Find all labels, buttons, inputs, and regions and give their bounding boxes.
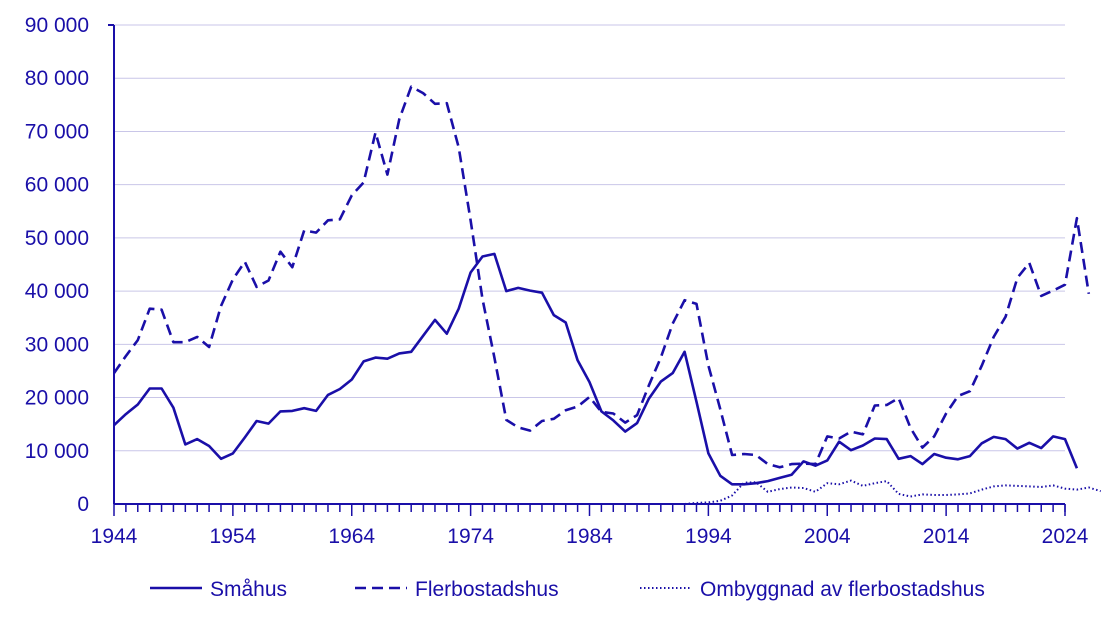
legend: Småhus Flerbostadshus Ombyggnad av flerbos… <box>150 578 985 601</box>
y-tick-label: 20 000 <box>25 387 89 410</box>
y-tick-label: 90 000 <box>25 14 89 37</box>
x-axis-tick-labels: 1944 1954 1964 1974 1984 1994 2004 2014 2024 <box>91 525 1089 548</box>
x-tick-label: 1974 <box>447 525 494 548</box>
series-lines <box>112 85 1101 505</box>
series-line-dotted <box>672 479 1101 505</box>
x-tick-label: 1994 <box>685 525 732 548</box>
y-tick-label: 50 000 <box>25 227 89 250</box>
y-tick-label: 30 000 <box>25 333 89 356</box>
y-axis-tick-labels: 0 10 000 20 000 30 000 40 000 50 000 60 000 70 … <box>25 14 89 516</box>
legend-label: Småhus <box>210 578 287 601</box>
gridlines <box>114 24 1065 452</box>
y-tick-label: 0 <box>77 493 89 516</box>
y-tick-label: 60 000 <box>25 174 89 197</box>
series-line-dashed <box>112 85 1091 469</box>
axes <box>108 24 1066 516</box>
x-tick-label: 2024 <box>1042 525 1089 548</box>
x-tick-label: 2014 <box>923 525 970 548</box>
y-tick-label: 10 000 <box>25 440 89 463</box>
x-tick-label: 1984 <box>566 525 613 548</box>
legend-label: Ombyggnad av flerbostadshus <box>700 578 985 601</box>
x-tick-label: 2004 <box>804 525 851 548</box>
y-tick-label: 70 000 <box>25 120 89 143</box>
x-tick-label: 1964 <box>328 525 375 548</box>
x-tick-label: 1944 <box>91 525 138 548</box>
legend-label: Flerbostadshus <box>415 578 559 601</box>
x-tick-label: 1954 <box>210 525 257 548</box>
y-tick-label: 40 000 <box>25 280 89 303</box>
y-tick-label: 80 000 <box>25 67 89 90</box>
series-line-solid <box>113 252 1079 486</box>
